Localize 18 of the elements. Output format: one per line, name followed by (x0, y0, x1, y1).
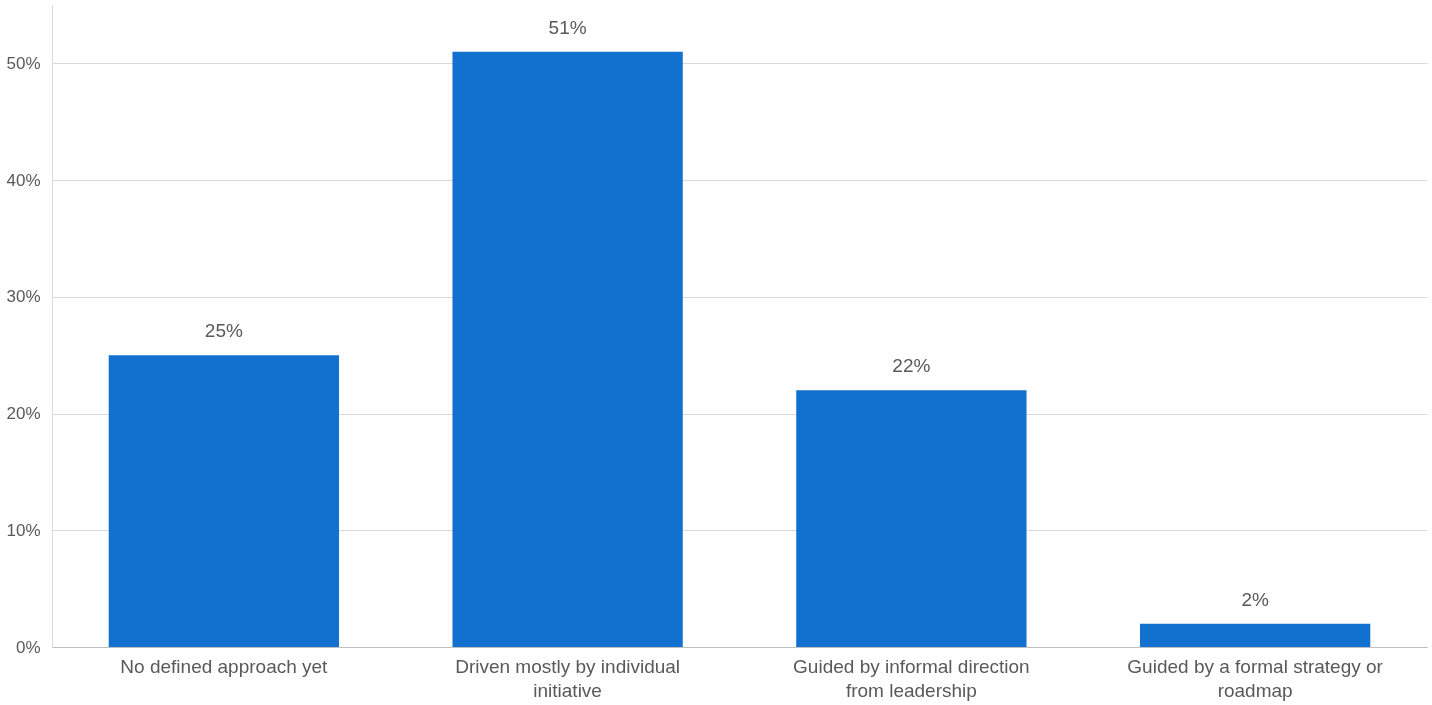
y-tick-label: 20% (6, 404, 41, 424)
x-tick-label: Guided by informal direction from leadership (793, 655, 1030, 701)
bar (1139, 623, 1371, 647)
data-label: 2% (1241, 588, 1269, 610)
bar (108, 355, 340, 647)
data-label: 25% (204, 320, 243, 342)
y-tick-label: 10% (6, 520, 41, 540)
x-tick-label: Guided by a formal strategy or roadmap (1127, 655, 1384, 701)
bar (452, 51, 683, 647)
y-tick-label: 50% (6, 53, 41, 73)
y-tick-label: 40% (6, 170, 41, 190)
y-tick-label: 0% (15, 637, 41, 657)
bar (796, 390, 1027, 647)
data-label: 22% (892, 355, 931, 377)
data-label: 51% (548, 16, 587, 38)
y-tick-label: 30% (6, 287, 41, 307)
x-tick-label: No defined approach yet (120, 655, 329, 677)
x-tick-label: Driven mostly by individual initiative (455, 655, 681, 701)
